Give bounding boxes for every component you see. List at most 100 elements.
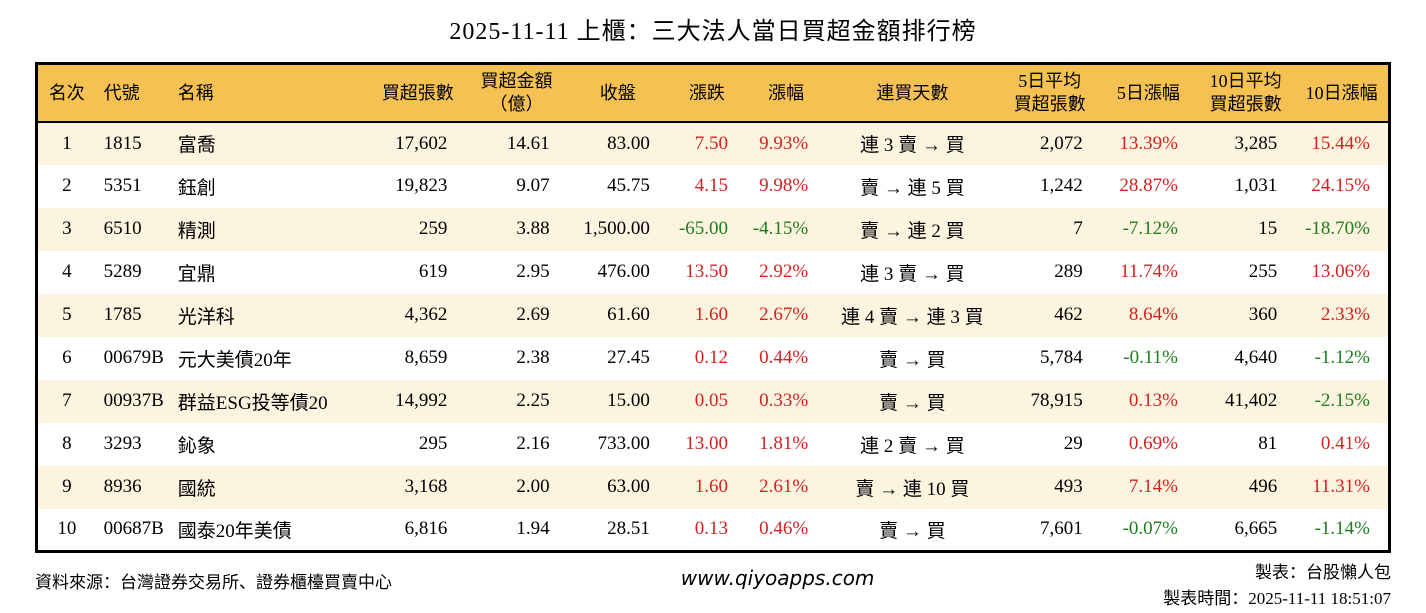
table-row: 9 8936 國統 3,168 2.00 63.00 1.60 2.61% 賣 → 連 10 買…	[36, 465, 1390, 509]
column-header-avg5-volume: 5日平均 買超張數	[998, 63, 1101, 123]
cell-net-buy-volume: 3,168	[404, 476, 448, 497]
cell-code: 8936	[103, 476, 142, 497]
cell-avg5-volume: 29	[1063, 433, 1083, 454]
cell-pct5: -0.11%	[1123, 347, 1178, 368]
table-row: 2 5351 鈺創 19,823 9.07 45.75 4.15 9.98% 賣 → 連 5 買…	[36, 164, 1390, 208]
cell-change-pct: 2.61%	[759, 476, 809, 497]
cell-pct10: 24.15%	[1311, 175, 1370, 196]
cell-change-pct: 2.92%	[759, 261, 809, 282]
cell-close: 61.60	[607, 304, 650, 325]
cell-change: 13.00	[685, 433, 729, 454]
website-link: www.qiyoapps.com	[680, 566, 875, 590]
generated-time-label: 製表時間：2025-11-11 18:51:07	[1163, 589, 1391, 609]
cell-code: 00687B	[103, 518, 164, 540]
cell-net-buy-amount: 2.00	[516, 476, 550, 497]
cell-code: 00679B	[103, 347, 164, 368]
cell-net-buy-amount: 1.94	[516, 518, 550, 540]
cell-rank: 8	[62, 433, 72, 454]
table-row: 6 00679B 元大美債20年 8,659 2.38 27.45 0.12 0.44% 賣 →…	[36, 336, 1390, 380]
cell-net-buy-volume: 259	[418, 218, 448, 239]
cell-net-buy-volume: 17,602	[395, 132, 448, 154]
cell-pct10: -1.14%	[1314, 518, 1370, 540]
table-body: 1 1815 富喬 17,602 14.61 83.00 7.50 9.93% 連 3 賣 → …	[36, 121, 1390, 552]
credits: 製表：台股懶人包 製表時間：2025-11-11 18:51:07	[1163, 560, 1391, 613]
cell-pct5: 8.64%	[1128, 304, 1178, 325]
cell-change: 13.50	[685, 261, 729, 282]
cell-avg10-volume: 4,640	[1234, 347, 1278, 368]
cell-pct5: 11.74%	[1120, 261, 1178, 282]
column-header-code: 代號	[95, 63, 170, 123]
table-row: 10 00687B 國泰20年美債 6,816 1.94 28.51 0.13 0.46% 賣 …	[36, 508, 1390, 552]
cell-pct5: 28.87%	[1119, 175, 1178, 196]
cell-net-buy-amount: 2.25	[516, 390, 550, 411]
table-row: 3 6510 精測 259 3.88 1,500.00 -65.00 -4.15% 賣 → 連 …	[36, 207, 1390, 251]
cell-streak: 連 4 賣 → 連 3 買	[841, 306, 984, 328]
cell-avg5-volume: 462	[1054, 304, 1083, 325]
cell-avg10-volume: 496	[1248, 476, 1278, 497]
cell-pct5: 0.69%	[1128, 433, 1178, 454]
cell-avg10-volume: 41,402	[1224, 390, 1278, 411]
cell-streak: 賣 → 連 5 買	[860, 177, 965, 199]
column-header-pct10: 10日漲幅	[1295, 63, 1390, 123]
column-header-change-pct: 漲幅	[746, 63, 827, 123]
cell-name: 國泰20年美債	[177, 520, 292, 542]
cell-name: 鈊象	[177, 435, 216, 457]
cell-change-pct: 9.98%	[759, 175, 809, 196]
cell-rank: 6	[62, 347, 72, 368]
cell-pct10: -18.70%	[1305, 218, 1370, 239]
cell-net-buy-amount: 2.95	[516, 261, 550, 282]
cell-change: 7.50	[694, 132, 729, 154]
cell-avg5-volume: 493	[1054, 476, 1083, 497]
cell-change: 0.13	[694, 518, 729, 540]
cell-pct10: -1.12%	[1314, 347, 1370, 368]
cell-change-pct: 0.46%	[759, 518, 809, 540]
column-header-net-buy-volume: 買超張數	[370, 63, 466, 123]
cell-rank: 5	[62, 304, 72, 325]
cell-avg5-volume: 7,601	[1040, 518, 1083, 540]
cell-close: 27.45	[607, 347, 650, 368]
cell-net-buy-amount: 2.38	[516, 347, 550, 368]
cell-code: 5351	[103, 175, 142, 196]
cell-code: 6510	[103, 218, 142, 239]
column-header-change: 漲跌	[667, 63, 747, 123]
cell-close: 45.75	[607, 175, 650, 196]
cell-net-buy-volume: 8,659	[404, 347, 448, 368]
column-header-name: 名稱	[169, 63, 371, 123]
cell-pct10: 2.33%	[1320, 304, 1370, 325]
cell-streak: 連 2 賣 → 買	[860, 435, 965, 457]
column-header-rank: 名次	[36, 63, 96, 123]
ranking-table: 名次 代號 名稱 買超張數 買超金額 （億） 收盤 漲跌 漲幅 連買天數 5日平均 買超張數 5日漲…	[35, 62, 1391, 553]
cell-close: 28.51	[607, 518, 650, 540]
table-row: 7 00937B 群益ESG投等債20 14,992 2.25 15.00 0.05 0.33…	[36, 379, 1390, 423]
cell-net-buy-amount: 2.69	[516, 304, 550, 325]
cell-pct10: -2.15%	[1314, 390, 1370, 411]
cell-avg10-volume: 255	[1248, 261, 1278, 282]
cell-close: 733.00	[597, 433, 650, 454]
cell-rank: 10	[57, 518, 77, 540]
cell-rank: 2	[62, 175, 72, 196]
column-header-streak: 連買天數	[826, 63, 999, 123]
cell-avg5-volume: 289	[1054, 261, 1083, 282]
cell-pct10: 11.31%	[1312, 476, 1370, 497]
cell-avg5-volume: 5,784	[1040, 347, 1083, 368]
header-row: 名次 代號 名稱 買超張數 買超金額 （億） 收盤 漲跌 漲幅 連買天數 5日平均 買超張數 5日漲…	[36, 63, 1390, 123]
cell-pct5: 7.14%	[1128, 476, 1178, 497]
cell-name: 光洋科	[177, 306, 235, 328]
table-row: 5 1785 光洋科 4,362 2.69 61.60 1.60 2.67% 連 4 賣 → 連…	[36, 293, 1390, 337]
cell-code: 00937B	[103, 390, 164, 411]
cell-net-buy-amount: 2.16	[516, 433, 550, 454]
cell-avg5-volume: 2,072	[1040, 132, 1083, 154]
author-label: 製表：台股懶人包	[1254, 563, 1391, 582]
cell-pct5: 0.13%	[1128, 390, 1178, 411]
cell-streak: 賣 → 買	[879, 392, 946, 414]
cell-net-buy-volume: 4,362	[404, 304, 448, 325]
cell-code: 1785	[103, 304, 142, 325]
cell-net-buy-volume: 295	[418, 433, 448, 454]
cell-rank: 1	[62, 132, 72, 154]
cell-avg10-volume: 1,031	[1234, 175, 1278, 196]
cell-change-pct: 0.44%	[759, 347, 809, 368]
cell-change: 4.15	[694, 175, 729, 196]
cell-code: 3293	[103, 433, 142, 454]
cell-rank: 4	[62, 261, 72, 282]
